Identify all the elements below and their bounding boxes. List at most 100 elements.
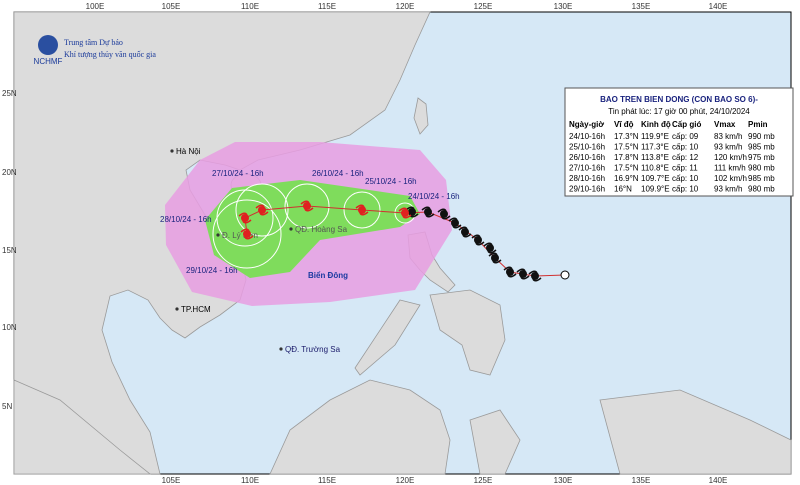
track-label: 24/10/24 - 16h (408, 192, 460, 201)
forecast-position (243, 230, 251, 238)
logo-text: NCHMF (34, 57, 63, 66)
column-header: Kinh độ (641, 120, 671, 129)
past-position-swirl (421, 206, 435, 218)
forecast-position (358, 206, 366, 214)
bulletin-cell: cấp: 10 (672, 185, 699, 194)
past-position (461, 228, 469, 236)
forecast-position-swirl (300, 200, 314, 212)
bulletin-cell: 17.3°N (614, 132, 639, 141)
column-header: Cấp gió (672, 120, 701, 129)
bulletin-cell: cấp: 11 (672, 164, 698, 173)
bulletin-cell: 980 mb (748, 185, 775, 194)
top-axis-label: 130E (554, 2, 573, 11)
place-dot (289, 227, 293, 231)
column-header: Ngày-giờ (569, 120, 604, 129)
place-dot (216, 233, 220, 237)
top-axis-label: 105E (162, 2, 181, 11)
past-position-swirl (448, 217, 462, 229)
bulletin-cell: 990 mb (748, 132, 775, 141)
forecast-position (241, 214, 249, 222)
place-dot (175, 307, 179, 311)
left-axis-label: 25N (2, 89, 17, 98)
bottom-axis-label: 120E (396, 476, 415, 485)
left-axis-label: 5N (2, 402, 12, 411)
track-label: 26/10/24 - 16h (312, 169, 364, 178)
bulletin-title: BAO TREN BIEN DONG (CON BAO SO 6)- (600, 95, 758, 104)
track-label: 25/10/24 - 16h (365, 177, 417, 186)
top-axis-label: 100E (86, 2, 105, 11)
bulletin-cell: 83 km/h (714, 132, 742, 141)
land (13, 11, 792, 475)
bottom-axis-label: 105E (162, 476, 181, 485)
place-label: Đ. Lý Sơn (222, 231, 258, 240)
forecast-position-swirl (240, 228, 254, 240)
agency-subtitle: Khí tượng thủy văn quốc gia (64, 50, 156, 59)
bulletin-cell: cấp: 10 (672, 143, 699, 152)
storm-origin (560, 270, 570, 280)
place-label: TP.HCM (181, 305, 211, 314)
bulletin-cell: 93 km/h (714, 143, 742, 152)
bulletin-cell: cấp: 12 (672, 153, 699, 162)
past-position (474, 236, 482, 244)
forecast-position-swirl (255, 204, 269, 216)
forecast-position (401, 209, 409, 217)
past-position-swirl (458, 226, 472, 238)
place-label: Hà Nội (176, 147, 201, 156)
bulletin-cell: 109.7°E (641, 174, 670, 183)
bulletin-cell: 17.5°N (614, 143, 639, 152)
bulletin-cell: 17.5°N (614, 164, 639, 173)
bottom-axis-label: 125E (474, 476, 493, 485)
left-axis-label: 10N (2, 323, 17, 332)
track-label: 27/10/24 - 16h (212, 169, 264, 178)
bulletin-cell: 16°N (614, 185, 632, 194)
bulletin-cell: 24/10-16h (569, 132, 605, 141)
forecast-position-swirl (398, 207, 412, 219)
bulletin-cell: cấp: 10 (672, 174, 699, 183)
past-position (424, 208, 432, 216)
place-dot (279, 347, 283, 351)
bottom-axis-label: 135E (632, 476, 651, 485)
bulletin-cell: 26/10-16h (569, 153, 605, 162)
track-label: 29/10/24 - 16h (186, 266, 238, 275)
past-position (506, 268, 514, 276)
bulletin-issued: Tin phát lúc: 17 giờ 00 phút, 24/10/2024 (608, 107, 750, 116)
column-header: Pmin (748, 120, 768, 129)
left-axis-label: 15N (2, 246, 17, 255)
past-position (491, 254, 499, 262)
place-label: Biển Đông (308, 271, 348, 280)
past-position-swirl (483, 242, 497, 254)
logo (38, 35, 58, 55)
bulletin-cell: 111 km/h (714, 164, 746, 173)
bulletin-cell: 27/10-16h (569, 164, 605, 173)
bulletin-cell: 980 mb (748, 164, 775, 173)
agency: Trung tâm Dự báo (64, 38, 123, 47)
left-axis-label: 20N (2, 168, 17, 177)
top-axis-label: 140E (709, 2, 728, 11)
past-position-swirl (503, 266, 517, 278)
place-label: QĐ. Hoàng Sa (295, 225, 348, 234)
column-header: Vmax (714, 120, 736, 129)
bulletin-box (564, 87, 794, 197)
bulletin-cell: 119.9°E (641, 132, 669, 141)
past-position (531, 272, 539, 280)
forecast-position (303, 202, 311, 210)
bulletin-cell: 109.9°E (641, 185, 670, 194)
bulletin-cell: 113.8°E (641, 153, 669, 162)
past-position-swirl (516, 268, 530, 280)
strong-wind-area (205, 180, 420, 278)
past-position (486, 244, 494, 252)
bulletin-cell: 120 km/h (714, 153, 747, 162)
top-axis-label: 110E (241, 2, 259, 11)
forecast-position-swirl (238, 212, 252, 224)
top-axis-label: 125E (474, 2, 493, 11)
bulletin-cell: cấp: 09 (672, 132, 699, 141)
top-axis-label: 120E (396, 2, 415, 11)
track-label: 28/10/24 - 16h (160, 215, 212, 224)
bulletin-cell: 102 km/h (714, 174, 747, 183)
bulletin-cell: 93 km/h (714, 185, 742, 194)
past-position (519, 270, 527, 278)
past-position-swirl (437, 208, 451, 220)
bulletin-cell: 110.8°E (641, 164, 669, 173)
past-position (451, 219, 459, 227)
